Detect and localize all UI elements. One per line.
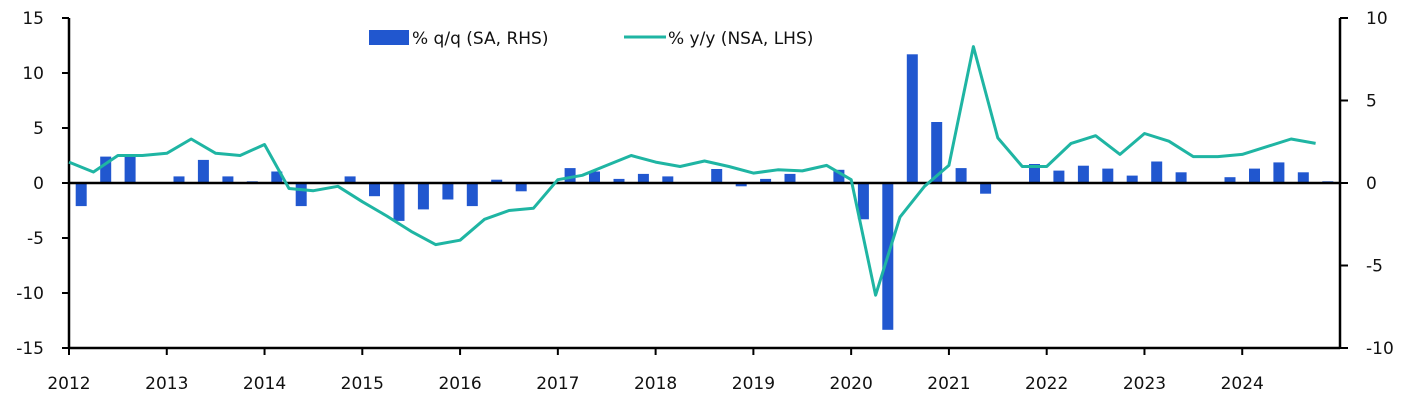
bar-2024Q1 xyxy=(1249,168,1260,183)
bar-2015Q3 xyxy=(417,183,429,210)
bar-2014Q1 xyxy=(271,171,283,183)
bar-2015Q2 xyxy=(393,183,405,221)
x-tick-label: 2022 xyxy=(1025,374,1068,394)
legend-swatch-qq xyxy=(369,30,409,45)
bar-2014Q2 xyxy=(295,183,307,207)
bar-2022Q1 xyxy=(1053,170,1065,183)
legend-label-qq: % q/q (SA, RHS) xyxy=(412,29,548,49)
bar-2015Q4 xyxy=(442,183,454,200)
right-tick-label: 10 xyxy=(1366,9,1388,29)
legend-label-yy: % y/y (NSA, LHS) xyxy=(668,29,813,49)
x-tick-label: 2014 xyxy=(243,374,286,394)
bar-2020Q3 xyxy=(906,54,918,183)
x-tick-label: 2018 xyxy=(634,374,677,394)
bar-2017Q3 xyxy=(613,178,625,183)
bar-2020Q4 xyxy=(931,122,943,183)
right-tick-label: 5 xyxy=(1366,92,1377,112)
left-tick-label: 15 xyxy=(22,9,44,29)
bar-2018Q3 xyxy=(711,169,723,183)
x-tick-label: 2024 xyxy=(1221,374,1264,394)
right-tick-label: -10 xyxy=(1366,339,1394,359)
bar-2014Q4 xyxy=(344,176,356,183)
right-tick-label: -5 xyxy=(1366,257,1383,277)
x-tick-label: 2019 xyxy=(732,374,775,394)
bar-2012Q1 xyxy=(75,183,87,207)
left-tick-label: 0 xyxy=(33,174,44,194)
x-axis-ticks: 2012 2013 2014 2015 2016 2017 2018 2019 2020 2021… xyxy=(47,348,1264,394)
bar-2022Q2 xyxy=(1077,165,1089,183)
bar-2019Q1 xyxy=(760,178,772,183)
bar-2022Q4 xyxy=(1126,175,1138,183)
left-tick-label: 5 xyxy=(33,119,44,139)
right-axis-ticks: 10 5 0 -5 -10 xyxy=(1340,9,1394,359)
x-tick-label: 2021 xyxy=(927,374,970,394)
bar-2023Q4 xyxy=(1224,177,1236,183)
line-series-yy xyxy=(68,45,1316,297)
bar-2020Q1 xyxy=(857,183,869,220)
bar-2018Q1 xyxy=(662,176,674,183)
line-yy xyxy=(68,45,1316,297)
bar-2017Q1 xyxy=(564,168,576,183)
x-tick-label: 2012 xyxy=(47,374,90,394)
right-tick-label: 0 xyxy=(1366,174,1377,194)
bar-2019Q2 xyxy=(784,173,796,183)
bar-2016Q3 xyxy=(515,183,527,192)
bar-2012Q3 xyxy=(124,156,136,183)
bar-2016Q1 xyxy=(466,183,478,207)
left-tick-label: -10 xyxy=(16,284,44,304)
bar-series-qq xyxy=(75,54,1334,330)
bar-2024Q2 xyxy=(1273,162,1285,183)
left-tick-label: 10 xyxy=(22,64,44,84)
x-tick-label: 2017 xyxy=(536,374,579,394)
x-tick-label: 2016 xyxy=(438,374,481,394)
axes xyxy=(67,18,1342,350)
bar-2013Q3 xyxy=(222,176,234,183)
bar-2015Q1 xyxy=(369,183,380,197)
x-tick-label: 2020 xyxy=(830,374,873,394)
bar-2024Q3 xyxy=(1297,172,1309,183)
x-tick-label: 2023 xyxy=(1123,374,1166,394)
bar-2021Q2 xyxy=(980,183,992,194)
bar-2017Q2 xyxy=(589,171,600,183)
bar-2013Q1 xyxy=(173,176,185,183)
x-tick-label: 2015 xyxy=(341,374,384,394)
bar-2019Q4 xyxy=(833,169,845,183)
bar-2022Q3 xyxy=(1102,168,1114,183)
bar-2021Q4 xyxy=(1029,164,1040,183)
bar-2021Q1 xyxy=(955,168,967,183)
legend: % q/q (SA, RHS) % y/y (NSA, LHS) xyxy=(369,29,813,49)
bar-2023Q1 xyxy=(1151,161,1163,183)
left-tick-label: -5 xyxy=(27,229,44,249)
bar-2018Q4 xyxy=(735,183,747,187)
x-tick-label: 2013 xyxy=(145,374,188,394)
left-tick-label: -15 xyxy=(16,339,44,359)
bar-2023Q2 xyxy=(1175,172,1187,183)
bar-2017Q4 xyxy=(637,173,649,183)
bar-2012Q2 xyxy=(100,156,112,183)
bar-2013Q2 xyxy=(197,159,209,183)
left-axis-ticks: 15 10 5 0 -5 -10 -15 xyxy=(16,9,69,359)
bar-2016Q2 xyxy=(491,179,503,183)
